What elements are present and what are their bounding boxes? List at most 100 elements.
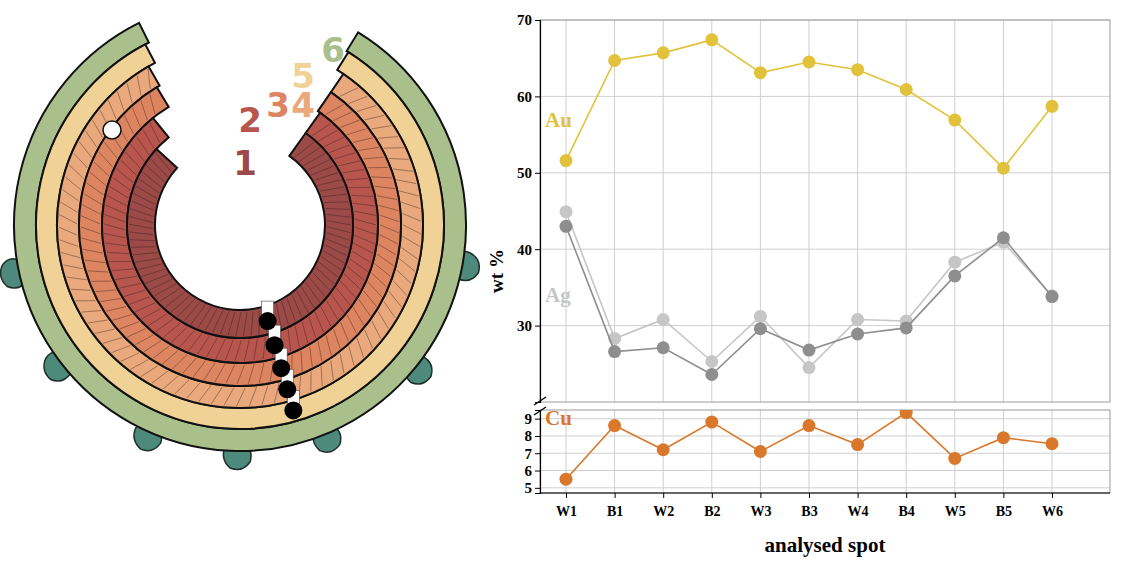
hatch (112, 346, 131, 353)
hatch (135, 335, 153, 345)
hatch (156, 153, 171, 172)
hatch (340, 354, 344, 374)
hatch (120, 160, 136, 175)
hatch (379, 205, 399, 210)
grid-line-x (1003, 20, 1004, 402)
tick: W3 (750, 493, 771, 519)
hatch (71, 289, 91, 290)
hatch (380, 215, 399, 222)
hatch (313, 273, 330, 291)
hatch (350, 259, 368, 272)
tick: 6 (525, 463, 541, 479)
hatch (87, 183, 104, 195)
point (803, 56, 816, 69)
tick-label: B4 (899, 504, 915, 519)
hatch (377, 254, 394, 266)
point (900, 321, 913, 334)
hatch (248, 364, 254, 384)
point (705, 355, 718, 368)
hatch (163, 376, 178, 389)
hatch (101, 298, 121, 301)
hatch (305, 282, 319, 302)
hatch (165, 292, 184, 307)
hatch (282, 301, 289, 325)
tick-label: B1 (607, 504, 623, 519)
hatch (127, 83, 132, 102)
hatch (150, 94, 155, 114)
hatch (372, 321, 381, 339)
hatch (67, 277, 87, 280)
point (997, 162, 1010, 175)
hole (103, 121, 121, 139)
hatch (325, 245, 347, 256)
hatch (393, 169, 413, 171)
hatch (173, 355, 187, 369)
hatch (244, 312, 248, 336)
hatch (329, 145, 349, 153)
tick-mark (615, 493, 616, 498)
point (997, 431, 1010, 444)
tick-mark (535, 436, 540, 437)
tick-label: 5 (525, 480, 533, 496)
hatch (318, 341, 322, 361)
plot-frame (540, 410, 1110, 493)
hatch (389, 291, 402, 306)
hatch (199, 385, 211, 401)
point (1046, 290, 1059, 303)
hatch (85, 131, 96, 147)
hatch (61, 252, 80, 257)
tick-mark (858, 493, 859, 498)
layer-band (79, 87, 401, 386)
hatch (104, 224, 125, 230)
tick: W1 (556, 493, 577, 519)
hatch (236, 312, 241, 336)
tick: 50 (517, 165, 540, 181)
figure: 1234563040506070AuAgwt %56789W1B1W2B2W3B… (0, 0, 1124, 561)
tick-mark (566, 493, 567, 498)
grid-line-x (1003, 410, 1004, 493)
hatch (310, 346, 312, 366)
hatch (259, 363, 264, 383)
hatch (60, 240, 79, 247)
tick: B4 (899, 493, 915, 519)
hatch (109, 101, 117, 119)
grid-line-x (857, 20, 858, 402)
hatch (311, 166, 334, 175)
layer-band (127, 133, 353, 338)
layer-label: 3 (266, 85, 290, 125)
point (900, 410, 913, 419)
grid-line-x (857, 410, 858, 493)
point (803, 419, 816, 432)
hatch (351, 195, 373, 196)
hatch (143, 130, 154, 149)
hatch (151, 159, 168, 177)
series-line (566, 226, 1052, 374)
hatch (124, 116, 133, 134)
hatch (375, 186, 395, 188)
hatch (81, 216, 100, 224)
tick-label: B2 (704, 504, 720, 519)
point (754, 322, 767, 335)
hatch (344, 274, 360, 289)
tick-mark (809, 493, 810, 498)
spot-dot (266, 336, 284, 354)
hatch (333, 112, 351, 121)
hatch (320, 187, 344, 191)
hatch (59, 215, 77, 224)
point (900, 83, 913, 96)
tick-label: 60 (517, 89, 532, 105)
tick-label: W1 (556, 504, 577, 519)
hatch (124, 290, 145, 296)
grid-line-y (540, 453, 1110, 454)
hatch (389, 158, 409, 160)
panel: 3040506070AuAg (517, 12, 1110, 402)
hatch (144, 341, 161, 352)
y-axis-line (535, 411, 541, 494)
hatch (349, 346, 354, 365)
hatch (82, 205, 100, 214)
hatch (113, 314, 133, 320)
point (948, 256, 961, 269)
hatch (105, 205, 125, 214)
hatch (160, 288, 180, 302)
tick-label: W2 (653, 504, 674, 519)
